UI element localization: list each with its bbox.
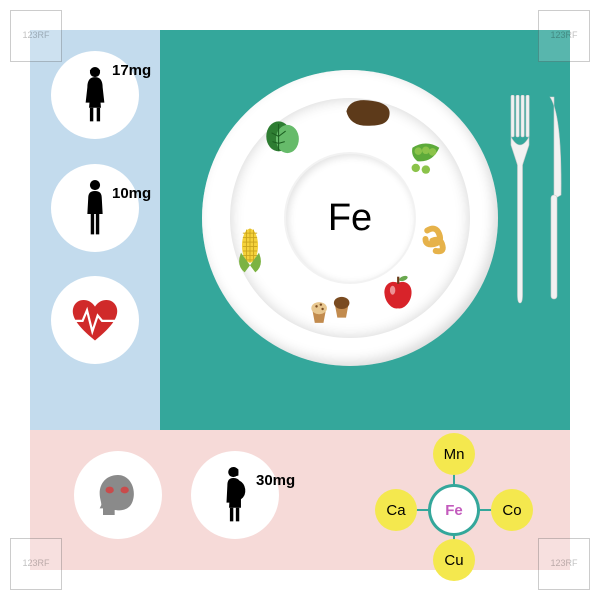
element-cu: Cu [433,539,475,581]
food-pasta-icon [417,222,451,261]
food-peas-icon [404,136,446,183]
dose-heart [51,276,139,364]
dose-male-label: 10mg [112,185,151,202]
watermark: 123RF [538,538,590,590]
dose-pregnant [191,451,279,539]
dose-pregnant-label: 30mg [256,472,295,489]
fork-icon [505,95,535,310]
watermark: 123RF [538,10,590,62]
watermark: 123RF [10,10,62,62]
food-liver-icon [341,95,395,136]
dose-female-label: 17mg [112,62,151,79]
dose-head [74,451,162,539]
watermark: 123RF [10,538,62,590]
food-apple-icon [380,272,416,317]
dose-male [51,164,139,252]
food-spinach-icon [261,117,305,166]
food-corn-icon [232,226,268,281]
plate-label: Fe [328,197,372,240]
plate-center: Fe [286,154,414,282]
element-ca: Ca [375,489,417,531]
element-co: Co [491,489,533,531]
element-mn: Mn [433,433,475,475]
knife-icon [540,95,566,310]
food-muffins-icon [307,289,359,334]
element-center-fe: Fe [431,487,477,533]
